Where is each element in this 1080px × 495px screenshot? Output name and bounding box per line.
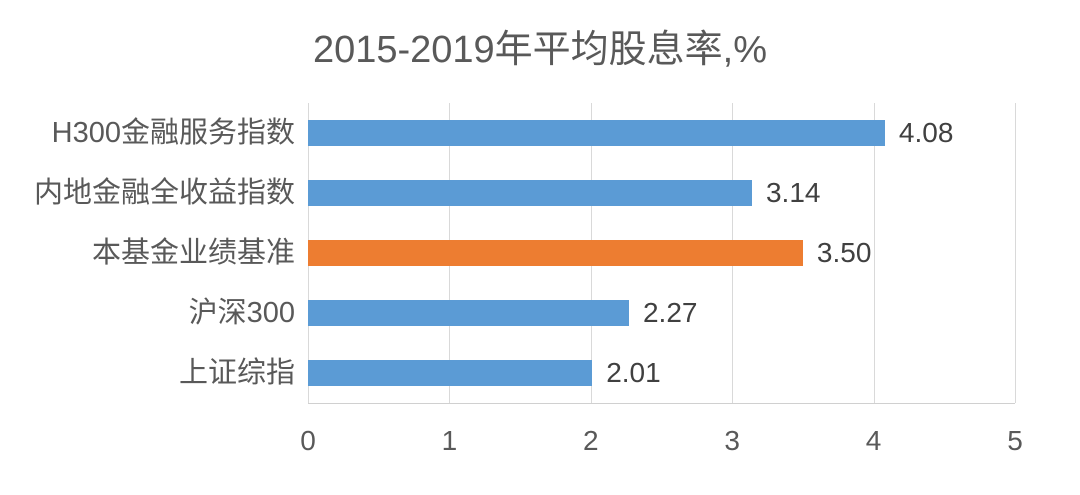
- x-axis-tick-label: 3: [724, 425, 740, 456]
- bar-value-label: 4.08: [898, 117, 954, 148]
- x-axis-line: [308, 403, 1015, 404]
- bar-value-label: 2.27: [642, 297, 698, 328]
- x-axis-tick-label: 4: [865, 425, 882, 456]
- x-axis-tick-label: 2: [583, 425, 599, 456]
- bar-value-label: 3.50: [816, 237, 872, 268]
- x-axis-tick-label: 5: [1007, 425, 1023, 456]
- bar: [308, 240, 803, 266]
- plot-area: 0 1 2 3 4 5 H300金融服务指数 4.08 内地金融全收益指数 3.14 本基金业绩基准…: [34, 103, 1023, 456]
- bar: [308, 180, 752, 206]
- bar: [308, 360, 593, 386]
- bar: [308, 300, 629, 326]
- category-label: 上证综指: [178, 357, 295, 389]
- x-axis-tick-label: 0: [300, 425, 316, 456]
- category-label: H300金融服务指数: [51, 117, 295, 149]
- chart-title: 2015-2019年平均股息率,%: [312, 29, 768, 71]
- category-label: 内地金融全收益指数: [33, 177, 295, 209]
- bar-value-label: 2.01: [606, 357, 661, 388]
- vertical-gridline: [873, 103, 875, 403]
- category-label: 沪深300: [188, 297, 295, 329]
- x-axis-tick-label: 1: [441, 425, 458, 456]
- vertical-gridline: [1015, 103, 1016, 403]
- bar: [308, 120, 885, 146]
- bar-value-label: 3.14: [765, 177, 821, 208]
- category-label: 本基金业绩基准: [91, 237, 295, 269]
